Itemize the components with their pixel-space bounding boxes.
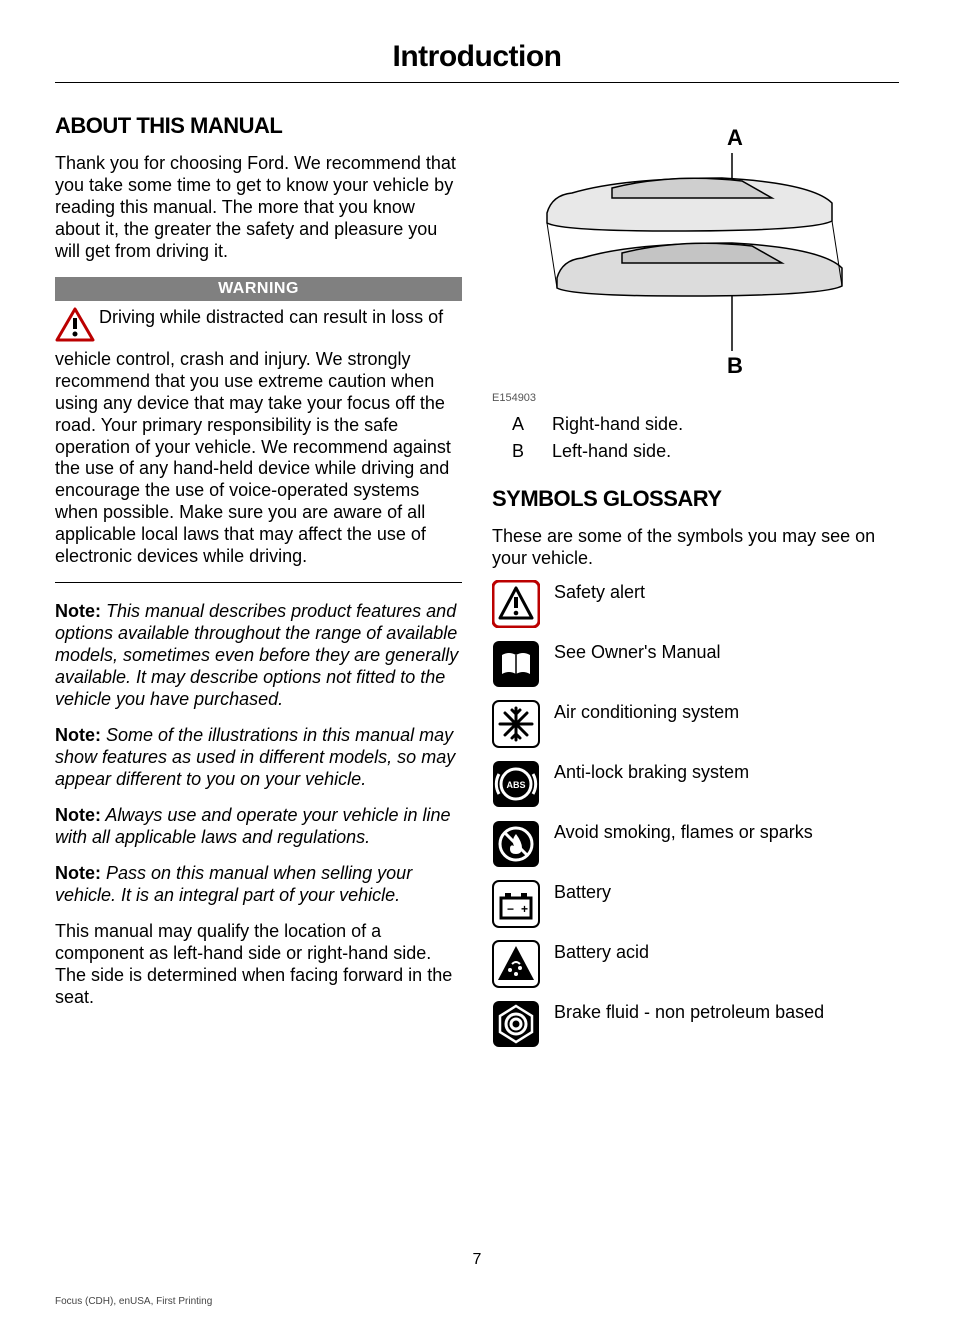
right-column: A B — [492, 113, 899, 1060]
note-label: Note: — [55, 863, 101, 883]
legend-letter: B — [512, 441, 552, 462]
diagram-legend: A Right-hand side. B Left-hand side. — [492, 414, 899, 462]
safety-alert-icon — [492, 580, 540, 628]
diagram-label-b: B — [727, 353, 743, 378]
no-flames-icon — [492, 820, 540, 868]
symbol-row: −+ Battery — [492, 880, 899, 928]
symbol-row: Safety alert — [492, 580, 899, 628]
symbol-row: Brake fluid - non petroleum based — [492, 1000, 899, 1048]
note-4: Note: Pass on this manual when selling y… — [55, 863, 462, 907]
legend-row-a: A Right-hand side. — [492, 414, 899, 435]
symbol-label: Air conditioning system — [554, 700, 739, 724]
warning-text: Driving while distracted can result in l… — [55, 307, 451, 567]
symbol-row: ABS Anti-lock braking system — [492, 760, 899, 808]
symbol-label: Avoid smoking, flames or sparks — [554, 820, 813, 844]
note-label: Note: — [55, 805, 101, 825]
footer-text: Focus (CDH), enUSA, First Printing — [55, 1296, 212, 1307]
note-label: Note: — [55, 725, 101, 745]
legend-letter: A — [512, 414, 552, 435]
warning-block: Driving while distracted can result in l… — [55, 307, 462, 583]
symbol-label: Battery — [554, 880, 611, 904]
symbol-row: Avoid smoking, flames or sparks — [492, 820, 899, 868]
note-3: Note: Always use and operate your vehicl… — [55, 805, 462, 849]
about-heading: ABOUT THIS MANUAL — [55, 113, 462, 139]
svg-text:−: − — [507, 902, 514, 916]
warning-triangle-icon — [55, 307, 95, 349]
glossary-intro: These are some of the symbols you may se… — [492, 526, 899, 570]
symbol-row: Air conditioning system — [492, 700, 899, 748]
note-body: Pass on this manual when selling your ve… — [55, 863, 412, 905]
note-label: Note: — [55, 601, 101, 621]
left-column: ABOUT THIS MANUAL Thank you for choosing… — [55, 113, 462, 1060]
car-side-diagram: A B — [492, 123, 899, 404]
closing-text: This manual may qualify the location of … — [55, 921, 462, 1009]
svg-text:+: + — [521, 902, 528, 916]
battery-icon: −+ — [492, 880, 540, 928]
air-conditioning-icon — [492, 700, 540, 748]
battery-acid-icon — [492, 940, 540, 988]
note-2: Note: Some of the illustrations in this … — [55, 725, 462, 791]
symbol-row: Battery acid — [492, 940, 899, 988]
owners-manual-icon — [492, 640, 540, 688]
brake-fluid-icon — [492, 1000, 540, 1048]
page-number: 7 — [0, 1251, 954, 1269]
legend-row-b: B Left-hand side. — [492, 441, 899, 462]
diagram-code: E154903 — [492, 392, 899, 404]
note-body: Always use and operate your vehicle in l… — [55, 805, 451, 847]
symbol-label: See Owner's Manual — [554, 640, 721, 664]
content-columns: ABOUT THIS MANUAL Thank you for choosing… — [55, 113, 899, 1060]
intro-text: Thank you for choosing Ford. We recommen… — [55, 153, 462, 263]
diagram-label-a: A — [727, 125, 743, 150]
page-title: Introduction — [55, 40, 899, 83]
symbol-label: Safety alert — [554, 580, 645, 604]
warning-bar: WARNING — [55, 277, 462, 301]
abs-icon: ABS — [492, 760, 540, 808]
glossary-heading: SYMBOLS GLOSSARY — [492, 486, 899, 512]
svg-text:ABS: ABS — [506, 780, 525, 790]
symbol-label: Anti-lock braking system — [554, 760, 749, 784]
note-body: Some of the illustrations in this manual… — [55, 725, 455, 789]
legend-text: Left-hand side. — [552, 441, 671, 462]
symbol-label: Brake fluid - non petroleum based — [554, 1000, 824, 1024]
note-1: Note: This manual describes product feat… — [55, 601, 462, 711]
symbol-label: Battery acid — [554, 940, 649, 964]
note-body: This manual describes product features a… — [55, 601, 458, 709]
symbol-row: See Owner's Manual — [492, 640, 899, 688]
legend-text: Right-hand side. — [552, 414, 683, 435]
